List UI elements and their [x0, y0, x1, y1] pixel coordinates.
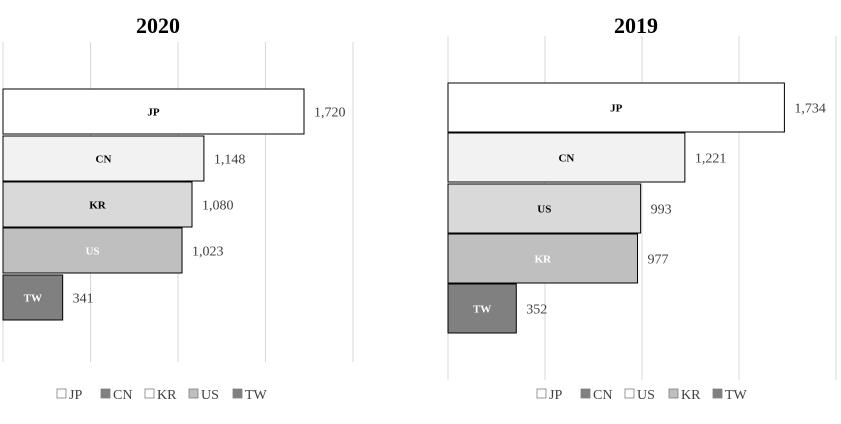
- bar-2020-us: [2, 227, 183, 274]
- value-label-2020-jp: 1,720: [314, 106, 346, 121]
- bar-label-2019-jp: JP: [610, 103, 623, 115]
- bar-2020-jp: [2, 88, 305, 135]
- value-label-2020-cn: 1,148: [214, 153, 246, 168]
- chart-title-2019: 2019: [614, 13, 658, 38]
- bar-label-2019-us: US: [537, 204, 551, 216]
- legend-label-2020-us: US: [201, 388, 219, 403]
- chart-panel-2020: 2020 JP 1,720 CN 1,148 KR 1,080 US 1,023 TW 341 JP C…: [2, 13, 354, 403]
- bar-label-2019-tw: TW: [473, 304, 491, 316]
- bar-2019-us: [447, 183, 642, 234]
- bar-label-2020-cn: CN: [96, 154, 112, 166]
- bar-label-2020-us: US: [85, 246, 99, 258]
- bar-2020-cn: [2, 135, 205, 182]
- value-label-2019-jp: 1,734: [794, 102, 826, 117]
- legend-label-2020-jp: JP: [69, 388, 82, 403]
- value-label-2020-kr: 1,080: [202, 199, 234, 214]
- bar-label-2020-kr: KR: [89, 200, 107, 212]
- legend-swatch-2020-cn: [100, 388, 111, 399]
- bar-label-2020-jp: JP: [147, 107, 160, 119]
- legend-2019: JP CN US KR TW: [536, 388, 748, 403]
- bar-label-2019-cn: CN: [558, 153, 574, 165]
- legend-label-2019-us: US: [637, 388, 655, 403]
- legend-label-2019-cn: CN: [593, 388, 612, 403]
- legend-label-2019-kr: KR: [681, 388, 701, 403]
- value-label-2020-tw: 341: [73, 292, 94, 307]
- value-label-2019-kr: 977: [648, 253, 669, 268]
- chart-title-2020: 2020: [136, 13, 180, 38]
- bar-2019-tw: [447, 283, 517, 334]
- legend-label-2020-tw: TW: [245, 388, 268, 403]
- value-label-2019-tw: 352: [526, 303, 547, 318]
- bar-2019-kr: [447, 233, 639, 284]
- legend-label-2020-cn: CN: [113, 388, 132, 403]
- legend-swatch-2020-tw: [232, 388, 243, 399]
- legend-label-2020-kr: KR: [157, 388, 177, 403]
- legend-swatch-2019-jp: [536, 388, 547, 399]
- bar-2019-cn: [447, 132, 686, 183]
- legend-swatch-2019-kr: [668, 388, 679, 399]
- bar-2020-tw: [2, 274, 64, 321]
- legend-swatch-2019-cn: [580, 388, 591, 399]
- bar-2020-kr: [2, 181, 193, 228]
- chart-panel-2019: 2019 JP 1,734 CN 1,221 US 993 KR 977 TW 352 JP CN US K…: [447, 13, 837, 403]
- legend-swatch-2020-kr: [144, 388, 155, 399]
- bar-label-2020-tw: TW: [24, 293, 42, 305]
- value-label-2020-us: 1,023: [192, 245, 224, 260]
- legend-2020: JP CN KR US TW: [56, 388, 268, 403]
- legend-label-2019-tw: TW: [725, 388, 748, 403]
- bar-2019-jp: [447, 82, 785, 133]
- bar-label-2019-kr: KR: [535, 254, 553, 266]
- legend-label-2019-jp: JP: [549, 388, 562, 403]
- value-label-2019-us: 993: [651, 203, 672, 218]
- legend-swatch-2019-tw: [712, 388, 723, 399]
- value-label-2019-cn: 1,221: [695, 152, 727, 167]
- legend-swatch-2019-us: [624, 388, 635, 399]
- legend-swatch-2020-jp: [56, 388, 67, 399]
- legend-swatch-2020-us: [188, 388, 199, 399]
